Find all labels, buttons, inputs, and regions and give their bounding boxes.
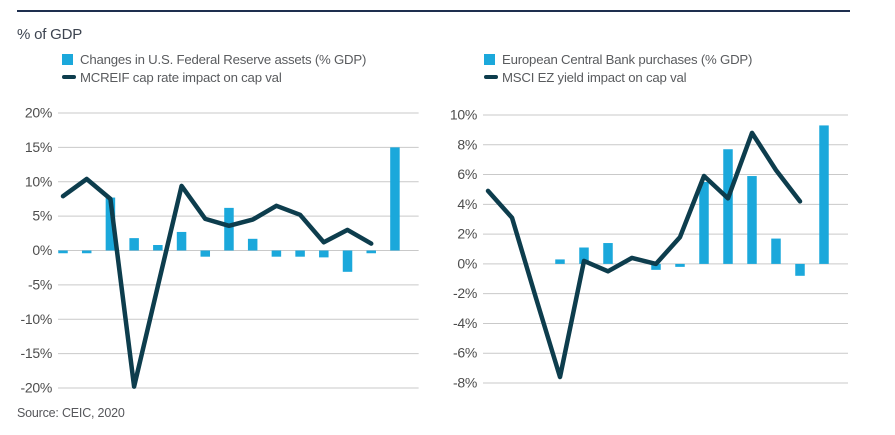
- y-axis-labels: 20% 15% 10% 5% 0% -5% -10% -15% -20%: [21, 105, 53, 396]
- bar: [795, 263, 805, 276]
- bar: [247, 238, 258, 251]
- y-tick-label: -2%: [453, 285, 477, 301]
- bar: [771, 238, 781, 264]
- bar: [819, 125, 829, 264]
- bar: [200, 250, 211, 257]
- bar: [176, 231, 187, 251]
- bar: [723, 149, 733, 264]
- ecb-purchases-chart: 10% 8% 6% 4% 2% 0% -2% -4% -6% -8%: [450, 107, 848, 391]
- bar: [675, 263, 685, 267]
- bar: [129, 238, 139, 251]
- legend-row: Changes in U.S. Federal Reserve assets (…: [62, 51, 366, 67]
- bar: [319, 250, 329, 258]
- y-tick-label: -4%: [453, 315, 477, 331]
- top-rule: [17, 10, 850, 12]
- legend-row: MSCI EZ yield impact on cap val: [484, 69, 752, 85]
- bar: [105, 197, 116, 251]
- bar: [555, 259, 565, 264]
- bar: [295, 250, 305, 257]
- y-tick-label: 15%: [25, 139, 52, 155]
- bar-swatch-icon: [62, 53, 73, 65]
- legend-label: European Central Bank purchases (% GDP): [502, 51, 753, 67]
- y-tick-label: -20%: [21, 380, 52, 396]
- legend-right: European Central Bank purchases (% GDP) …: [484, 51, 752, 85]
- y-tick-label: -8%: [453, 375, 477, 391]
- line-path: [485, 130, 803, 380]
- fed-assets-chart: 20% 15% 10% 5% 0% -5% -10% -15% -20%: [21, 105, 419, 396]
- y-tick-label: 20%: [25, 105, 52, 121]
- bar: [342, 250, 353, 272]
- gridlines: [483, 114, 848, 384]
- y-tick-label: 8%: [457, 136, 477, 152]
- legend-label: MSCI EZ yield impact on cap val: [502, 69, 687, 85]
- line-swatch-icon: [484, 74, 498, 80]
- y-axis-labels: 10% 8% 6% 4% 2% 0% -2% -4% -6% -8%: [450, 107, 477, 391]
- line-series: [60, 176, 374, 389]
- legend-row: European Central Bank purchases (% GDP): [484, 51, 752, 67]
- bar: [58, 250, 68, 254]
- y-tick-label: 5%: [32, 208, 52, 224]
- y-tick-label: -10%: [21, 311, 52, 327]
- bar: [579, 247, 589, 264]
- source-note: Source: CEIC, 2020: [17, 406, 125, 420]
- legend-left: Changes in U.S. Federal Reserve assets (…: [62, 51, 366, 85]
- bar: [747, 176, 757, 264]
- legend-label: MCREIF cap rate impact on cap val: [80, 69, 282, 85]
- bar: [603, 243, 613, 264]
- line-series: [485, 130, 803, 380]
- line-swatch-icon: [62, 74, 76, 80]
- bar: [81, 250, 92, 254]
- bar: [366, 250, 376, 254]
- bar: [390, 147, 400, 251]
- bar: [699, 182, 709, 264]
- y-tick-label: 0%: [32, 242, 52, 258]
- bar: [271, 250, 282, 257]
- legend-row: MCREIF cap rate impact on cap val: [62, 69, 366, 85]
- y-tick-label: 10%: [450, 107, 477, 123]
- bar: [153, 245, 163, 251]
- y-tick-label: 2%: [457, 226, 477, 242]
- legend-label: Changes in U.S. Federal Reserve assets (…: [80, 51, 367, 67]
- y-tick-label: -6%: [453, 345, 477, 361]
- bar: [224, 207, 234, 251]
- y-tick-label: 4%: [457, 196, 477, 212]
- y-tick-label: 10%: [25, 173, 52, 189]
- y-tick-label: -15%: [21, 345, 52, 361]
- line-path: [60, 176, 374, 389]
- bar: [651, 263, 661, 270]
- bar-series: [58, 147, 400, 272]
- bar-series: [555, 125, 829, 276]
- page-title: % of GDP: [17, 26, 83, 43]
- y-tick-label: 6%: [457, 166, 477, 182]
- y-tick-label: -5%: [28, 276, 52, 292]
- bar-swatch-icon: [484, 53, 495, 65]
- y-tick-label: 0%: [457, 255, 477, 271]
